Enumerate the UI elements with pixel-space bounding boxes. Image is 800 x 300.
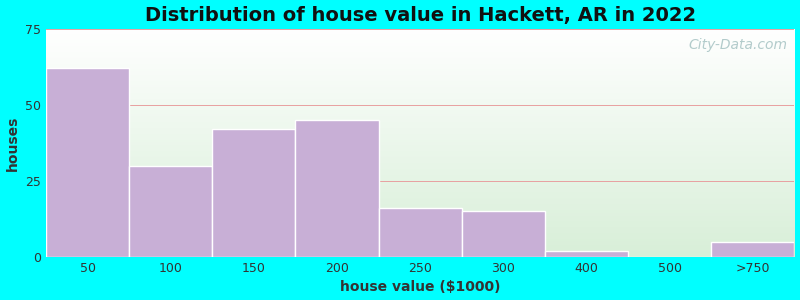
X-axis label: house value ($1000): house value ($1000)	[340, 280, 501, 294]
Bar	[46, 68, 129, 257]
Title: Distribution of house value in Hackett, AR in 2022: Distribution of house value in Hackett, …	[145, 6, 696, 25]
Bar	[129, 166, 212, 257]
Bar	[462, 212, 545, 257]
Bar	[212, 129, 295, 257]
Bar	[545, 251, 628, 257]
Bar	[295, 120, 378, 257]
Bar	[711, 242, 794, 257]
Text: City-Data.com: City-Data.com	[688, 38, 787, 52]
Bar	[378, 208, 462, 257]
Y-axis label: houses: houses	[6, 115, 19, 171]
